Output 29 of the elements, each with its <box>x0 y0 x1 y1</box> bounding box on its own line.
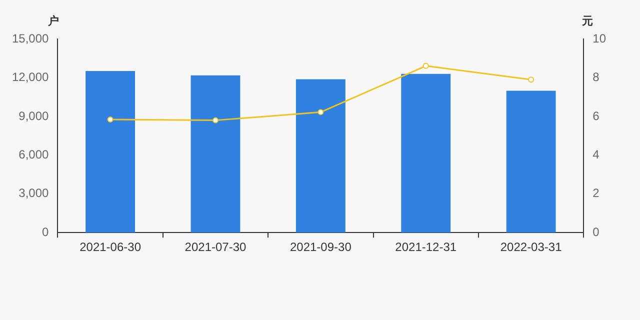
point <box>528 76 534 83</box>
bar <box>296 79 346 233</box>
y-tick-label: 6,000 <box>18 147 50 162</box>
point <box>318 109 324 116</box>
y2-tick-label: 0 <box>592 224 600 239</box>
y-tick-label: 3,000 <box>18 186 50 200</box>
point <box>107 116 114 123</box>
y-tick-label: 0 <box>42 224 50 239</box>
y2-tick-label: 2 <box>592 186 600 200</box>
y2-tick-label: 8 <box>592 70 600 84</box>
y2-tick-label: 10 <box>592 31 606 46</box>
y2-tick-label: 6 <box>592 108 600 123</box>
bar <box>190 75 240 233</box>
y2-tick-label: 4 <box>592 147 600 162</box>
x-tick-label: 2022-03-31 <box>500 240 562 254</box>
y-axis-title: 户 <box>47 14 60 28</box>
x-tick-label: 2021-07-30 <box>184 240 246 254</box>
point <box>422 62 429 69</box>
y2-axis-title: 元 <box>581 14 594 28</box>
x-tick-label: 2021-09-30 <box>290 240 352 254</box>
bar <box>86 71 136 233</box>
bar <box>401 74 451 233</box>
y-tick-label: 15,000 <box>12 31 50 46</box>
y-tick-label: 9,000 <box>18 108 50 123</box>
x-tick-label: 2021-06-30 <box>80 240 142 254</box>
point <box>212 117 218 124</box>
x-tick-label: 2021-12-31 <box>395 240 457 254</box>
bar <box>506 90 556 233</box>
y-tick-label: 12,000 <box>12 70 50 84</box>
